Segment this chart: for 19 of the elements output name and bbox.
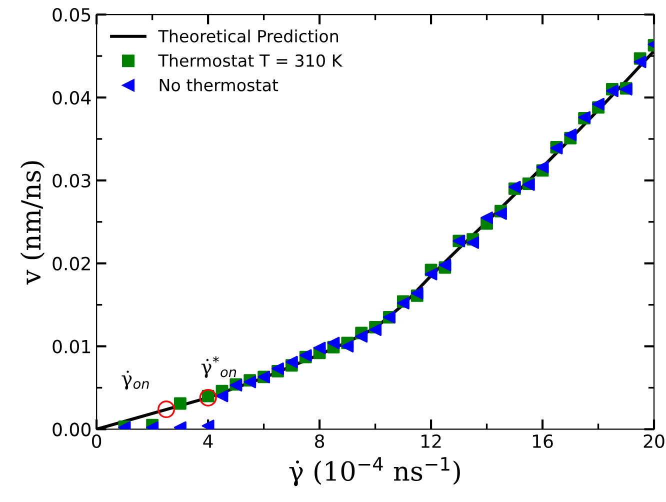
y-tick-label: 0.00: [52, 422, 91, 436]
x-tick-label: 8: [315, 434, 324, 448]
x-tick-label: 0: [92, 434, 102, 448]
annotation: γ̇$_{on}$: [122, 370, 149, 390]
y-tick-label: 0.04: [52, 90, 91, 105]
x-tick-label: 12: [422, 434, 441, 448]
legend-label: Theoretical Prediction: [158, 30, 338, 42]
annotation: γ̇$^{*}$$_{on}$: [201, 356, 236, 378]
y-tick-label: 0.03: [52, 174, 90, 188]
x-tick-label: 16: [533, 434, 553, 448]
legend-label: Thermostat T = 310 K: [158, 54, 343, 67]
y-tick-label: 0.01: [52, 340, 90, 354]
legend-label: No thermostat: [160, 78, 278, 92]
y-axis-title: v (nm/ns): [20, 161, 45, 285]
y-tick-label: 0.02: [52, 256, 90, 270]
y-tick-label: 0.05: [52, 8, 90, 22]
x-tick-label: 20: [644, 434, 664, 448]
x-tick-label: 4: [203, 434, 213, 448]
x-axis-title: γ̇ (10$^{−4}$ ns$^{−1}$): [289, 457, 460, 486]
